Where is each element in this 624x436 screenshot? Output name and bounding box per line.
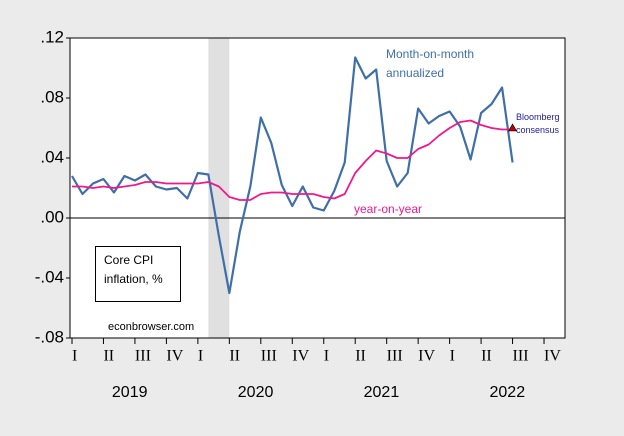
source-note: econbrowser.com bbox=[108, 321, 195, 333]
consensus-marker bbox=[508, 123, 518, 132]
y-tick-label: .12 bbox=[40, 27, 64, 46]
year-label: 2022 bbox=[490, 384, 526, 401]
x-tick-label: II bbox=[103, 348, 114, 365]
x-tick-label: IV bbox=[418, 348, 435, 365]
x-tick-label: I bbox=[450, 348, 455, 365]
x-tick-label: III bbox=[135, 348, 151, 365]
year-label: 2021 bbox=[364, 384, 400, 401]
x-tick-label: IV bbox=[544, 348, 561, 365]
chart-note: Core CPI inflation, % bbox=[95, 246, 181, 302]
y-tick-label: .00 bbox=[40, 207, 64, 226]
x-tick-label: II bbox=[229, 348, 240, 365]
x-tick-label: III bbox=[387, 348, 403, 365]
x-tick-label: II bbox=[481, 348, 492, 365]
note-text: Core CPI inflation, % bbox=[104, 253, 163, 286]
x-tick-label: III bbox=[261, 348, 277, 365]
series-label: year-on-year bbox=[354, 202, 423, 216]
plot-frame bbox=[69, 37, 566, 339]
y-tick-label: -.08 bbox=[35, 327, 64, 346]
x-tick-label: IV bbox=[292, 348, 309, 365]
consensus-label: Bloomberg consensus bbox=[516, 112, 560, 135]
y-tick-label: .08 bbox=[40, 87, 64, 106]
x-tick-label: I bbox=[72, 348, 77, 365]
series-line bbox=[72, 119, 513, 201]
y-tick-label: .04 bbox=[40, 147, 64, 166]
series-label: Month-on-month annualized bbox=[386, 47, 475, 80]
x-tick-label: I bbox=[324, 348, 329, 365]
series-line bbox=[71, 56, 514, 295]
year-label: 2019 bbox=[112, 384, 148, 401]
x-tick-label: II bbox=[355, 348, 366, 365]
year-label: 2020 bbox=[238, 384, 274, 401]
x-tick-label: III bbox=[513, 348, 529, 365]
x-tick-label: IV bbox=[166, 348, 183, 365]
y-tick-label: -.04 bbox=[35, 267, 64, 286]
x-tick-label: I bbox=[198, 348, 203, 365]
